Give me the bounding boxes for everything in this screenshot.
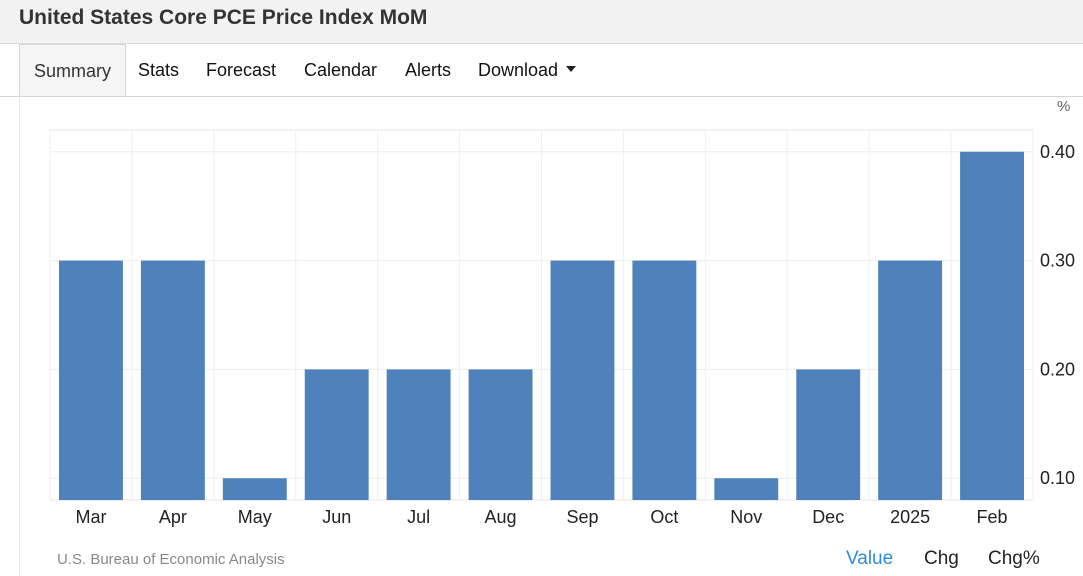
tab-stats[interactable]: Stats [138,44,179,96]
x-tick-label: 2025 [890,507,930,527]
x-tick-label: Aug [485,507,517,527]
x-tick-label: May [238,507,272,527]
x-tick-label: Feb [977,507,1008,527]
tab-summary-label: Summary [33,61,111,81]
bar-2025 [878,260,943,500]
x-tick-label: Sep [566,507,598,527]
tab-alerts[interactable]: Alerts [405,44,451,96]
bar-mar [59,260,123,500]
unit-label: % [1057,98,1071,115]
bar-apr [140,260,205,500]
x-tick-label: Jun [322,507,351,527]
x-tick-label: Oct [650,507,678,527]
x-tick-label: Nov [730,507,762,527]
x-axis-labels: Mar Apr May Jun Jul Aug Sep Oct Nov Dec 2025 Feb [75,507,1007,527]
bar-nov [714,478,779,500]
bar-jul [386,369,451,500]
tab-forecast[interactable]: Forecast [206,44,276,96]
tab-download-label: Download [478,60,559,80]
tab-forecast-label: Forecast [206,60,277,80]
grid-layer [49,129,1034,501]
tab-stats-label: Stats [138,60,180,80]
tab-summary[interactable]: Summary [19,44,126,96]
y-axis-labels: 0.10 0.20 0.30 0.40 [1040,142,1075,488]
tab-download[interactable]: Download [478,44,577,96]
tab-bar: Summary Stats Forecast Calendar Alerts D… [0,44,1083,97]
caret-down-icon [566,66,577,73]
y-tick-label: 0.30 [1040,251,1075,271]
toggle-value[interactable]: Value [846,548,894,569]
bar-may [222,478,287,500]
tab-alerts-label: Alerts [405,60,452,80]
bar-layer [59,151,1024,500]
x-tick-label: Mar [75,507,106,527]
bar-oct [632,260,697,500]
source-label: U.S. Bureau of Economic Analysis [57,551,285,568]
tab-calendar-label: Calendar [304,60,378,80]
bar-sep [550,260,615,500]
toggle-chg-percent[interactable]: Chg% [988,548,1040,569]
page-title: United States Core PCE Price Index MoM [19,6,428,29]
x-tick-label: Dec [812,507,844,527]
y-tick-label: 0.10 [1040,468,1075,488]
x-tick-label: Apr [159,507,187,527]
tab-calendar[interactable]: Calendar [304,44,377,96]
bar-jun [304,369,369,500]
divider [19,96,20,576]
divider [0,96,20,97]
bar-feb [960,151,1024,500]
y-tick-label: 0.40 [1040,142,1075,162]
y-tick-label: 0.20 [1040,359,1075,379]
bar-aug [468,369,533,500]
title-bar: United States Core PCE Price Index MoM [0,0,1083,44]
bar-chart: Mar Apr May Jun Jul Aug Sep Oct Nov Dec 2025 Feb 0.… [49,129,1075,527]
toggle-chg[interactable]: Chg [924,548,959,569]
x-tick-label: Jul [407,507,430,527]
bar-dec [796,369,861,500]
